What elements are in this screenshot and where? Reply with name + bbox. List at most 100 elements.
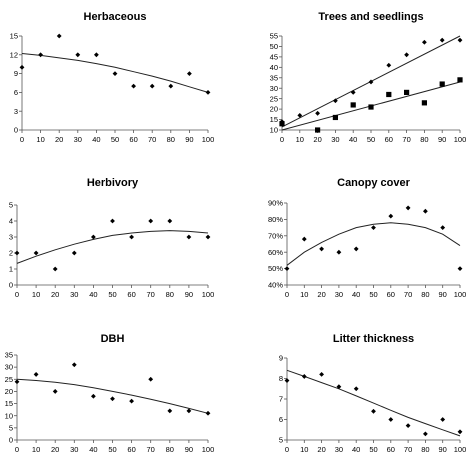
chart-1-x-tick-label: 60 <box>129 135 137 144</box>
chart-2-title: Trees and seedlings <box>318 11 423 23</box>
chart-5-y-tick-label: 30 <box>5 363 13 372</box>
chart-1-title: Herbaceous <box>84 11 147 23</box>
chart-4-y-tick-label: 70% <box>268 231 283 240</box>
chart-3-y-tick-label: 4 <box>9 217 13 226</box>
chart-1-x-tick-label: 100 <box>202 135 215 144</box>
chart-2-series-1-point <box>439 37 445 43</box>
chart-1-x-tick-label: 80 <box>167 135 175 144</box>
chart-2-series-2-point <box>368 104 374 110</box>
chart-1-trendline-1 <box>21 53 209 93</box>
chart-2-series-1-point <box>404 52 409 58</box>
chart-6-y-tick-label: 9 <box>279 354 283 363</box>
chart-6-title: Litter thickness <box>333 333 414 345</box>
chart-1-x-tick-label: 70 <box>148 135 156 144</box>
chart-1-x-tick-label: 50 <box>111 135 119 144</box>
chart-4-x-tick-label: 60 <box>387 290 395 299</box>
chart-4-series-1-point <box>284 266 290 271</box>
chart-4-series-1-point <box>353 246 359 252</box>
chart-4-series-1-point <box>371 225 376 230</box>
chart-6-x-tick-label: 20 <box>317 445 325 454</box>
chart-4-series-1-point <box>423 208 428 214</box>
chart-3-x-tick-label: 100 <box>202 290 215 299</box>
chart-5-series-1-point <box>110 396 115 402</box>
chart-2-series-2-point <box>279 121 285 127</box>
chart-2-y-tick-label: 55 <box>270 32 278 41</box>
chart-1: Herbaceous 0 3 6 9 12 15 0 10 20 30 40 50 60 70 80 90 100 <box>10 11 215 144</box>
chart-3-series-1-point <box>167 218 173 224</box>
chart-2-series-1-point <box>368 79 374 85</box>
chart-4-series-1-point <box>388 213 394 219</box>
chart-4-x-tick-label: 20 <box>317 290 325 299</box>
chart-5-y-tick-label: 10 <box>5 411 13 420</box>
chart-2-series-2-point <box>421 100 427 106</box>
chart-3-x-tick-label: 50 <box>108 290 116 299</box>
chart-2-y-tick-label: 20 <box>270 105 278 114</box>
chart-6-x-tick-label: 40 <box>352 445 360 454</box>
chart-5-series-1-point <box>148 376 154 382</box>
chart-1-series-1-point <box>19 64 25 70</box>
chart-5-y-tick-label: 20 <box>5 387 13 396</box>
chart-1-y-tick-label: 6 <box>14 88 18 97</box>
chart-5-title: DBH <box>101 333 125 345</box>
chart-5-series-1-point <box>71 362 77 368</box>
chart-3-x-tick-label: 80 <box>166 290 174 299</box>
chart-2: Trees and seedlings101520253035404550550… <box>270 11 467 144</box>
chart-1-series-1-point <box>112 71 118 76</box>
chart-1-series-1-point <box>131 83 136 89</box>
chart-6-x-tick-label: 10 <box>300 445 308 454</box>
chart-5-y-tick-label: 5 <box>9 423 13 432</box>
chart-6-series-1-point <box>319 372 324 377</box>
chart-6-series-1-point <box>423 431 428 437</box>
chart-2-series-1-point <box>350 90 356 95</box>
chart-6-series-1-point <box>457 429 463 435</box>
chart-2-x-tick-label: 50 <box>367 135 375 144</box>
chart-5-x-tick-label: 40 <box>89 445 97 454</box>
chart-6-x-tick-label: 70 <box>404 445 412 454</box>
chart-5-series-1-point <box>167 408 173 414</box>
chart-1-series-1-point <box>149 83 155 89</box>
chart-5-x-tick-label: 80 <box>166 445 174 454</box>
chart-2-series-2-point <box>386 91 392 98</box>
chart-4-series-1-point <box>405 205 411 211</box>
chart-3-series-1-point <box>148 218 154 224</box>
chart-6-series-1-point <box>336 384 342 390</box>
chart-1-x-tick-label: 20 <box>55 135 63 144</box>
chart-2-series-1-point <box>315 110 320 116</box>
chart-5-x-tick-label: 10 <box>32 445 40 454</box>
chart-6-series-1-point <box>284 378 290 383</box>
chart-2-x-tick-label: 30 <box>331 135 339 144</box>
chart-6-y-tick-label: 6 <box>279 415 283 424</box>
chart-2-series-1-point <box>457 37 463 43</box>
chart-3-series-1-point <box>205 234 211 240</box>
chart-5-series-1-point <box>91 393 96 399</box>
chart-4-y-tick-label: 60% <box>268 248 283 257</box>
chart-5-x-tick-label: 90 <box>185 445 193 454</box>
chart-2-y-tick-label: 25 <box>270 94 278 103</box>
chart-6-x-tick-label: 90 <box>439 445 447 454</box>
chart-1-y-tick-label: 12 <box>10 50 18 59</box>
chart-5-x-tick-label: 20 <box>51 445 59 454</box>
chart-3-x-tick-label: 40 <box>89 290 97 299</box>
chart-3-series-1-point <box>52 266 58 272</box>
chart-6-x-tick-label: 50 <box>369 445 377 454</box>
chart-1-y-tick-label: 9 <box>14 69 18 78</box>
chart-1-y-tick-label: 0 <box>14 126 18 135</box>
chart-2-x-tick-label: 20 <box>313 135 321 144</box>
chart-3-y-tick-label: 5 <box>9 201 13 210</box>
chart-4-y-tick-label: 40% <box>268 281 283 290</box>
chart-2-y-tick-label: 10 <box>270 126 278 135</box>
chart-6-x-tick-label: 100 <box>454 445 467 454</box>
chart-3-series-1-point <box>14 250 20 256</box>
chart-3-y-tick-label: 2 <box>9 249 13 258</box>
chart-3-x-tick-label: 0 <box>15 290 19 299</box>
chart-3-title: Herbivory <box>87 177 139 189</box>
chart-5-y-tick-label: 15 <box>5 399 13 408</box>
chart-1-series-1-point <box>168 83 174 89</box>
chart-4-x-tick-label: 30 <box>335 290 343 299</box>
chart-2-y-tick-label: 30 <box>270 84 278 93</box>
chart-2-x-tick-label: 80 <box>420 135 428 144</box>
chart-5-y-tick-label: 0 <box>9 436 13 445</box>
chart-4-x-tick-label: 10 <box>300 290 308 299</box>
